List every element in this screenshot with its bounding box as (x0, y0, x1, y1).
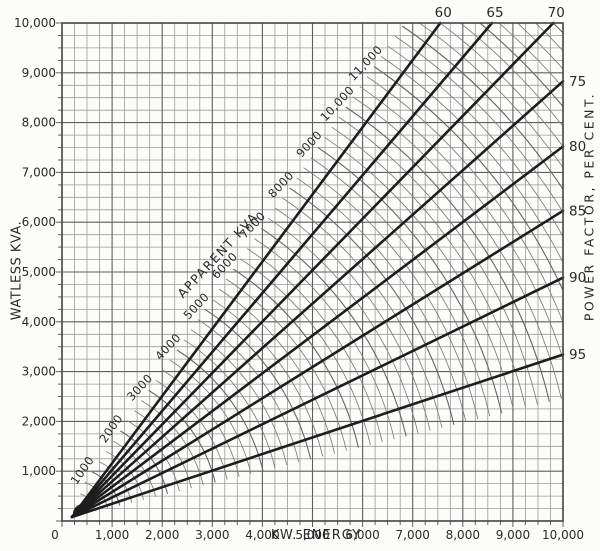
kva-arc-5750 (225, 278, 347, 451)
kva-arc-9000 (317, 146, 503, 414)
x-tick-label: 2,000 (145, 528, 179, 542)
x-axis-title: KW. ENERGY (270, 528, 362, 543)
right-axis-title: POWER FACTOR, PER CENT. (581, 91, 597, 322)
y-tick-label: 10,000 (14, 16, 56, 30)
y-tick-label: 4,000 (22, 315, 56, 329)
kva-arc-12250 (418, 23, 563, 169)
y-tick-label: 8,000 (22, 116, 56, 130)
kva-arc-4750 (197, 319, 300, 463)
pf-label-95: 95 (569, 347, 586, 363)
pf-label-70: 70 (548, 5, 565, 21)
pf-line-60 (70, 21, 442, 519)
x-axis-tick-labels: 0 1,000 2,000 3,000 4,000 5,000 6,000 7,000 8,00… (51, 528, 584, 542)
y-axis-tick-labels: 1,000 2,000 3,000 4,000 5,000 6,000 7,000 8,000… (14, 16, 56, 478)
kva-arc-9250 (324, 136, 515, 411)
kva-arc-8000 (289, 187, 455, 425)
kva-arc-10500 (359, 86, 563, 361)
x-tick-label: 6,000 (345, 528, 379, 542)
kva-arc-8500 (303, 167, 479, 420)
x-tick-label: 1,000 (95, 528, 129, 542)
power-factor-labels: 60 65 70 75 80 85 90 95 (435, 5, 587, 363)
y-tick-label: 6,000 (22, 215, 56, 229)
pf-line-85 (70, 209, 565, 519)
x-tick-label: 4,000 (245, 528, 279, 542)
kva-arc-7250 (268, 217, 419, 434)
kva-arc-10250 (352, 96, 562, 399)
kva-arc-11000 (373, 66, 563, 293)
x-tick-label: 3,000 (195, 528, 229, 542)
kva-arc-12750 (459, 23, 563, 128)
pf-label-90: 90 (569, 270, 586, 286)
kva-arc-7750 (282, 197, 443, 428)
kva-arc-4000 (176, 349, 264, 472)
y-tick-label: 2,000 (22, 414, 56, 428)
kva-arc-11500 (387, 45, 563, 238)
x-tick-label: 7,000 (396, 528, 430, 542)
kva-arc-12500 (439, 23, 563, 148)
pf-label-65: 65 (486, 5, 503, 21)
kva-arc-6750 (254, 238, 395, 440)
pf-line-90 (70, 276, 565, 519)
x-tick-label: 5,000 (295, 528, 329, 542)
power-factor-lines (70, 21, 565, 519)
pf-label-60: 60 (435, 5, 452, 21)
pf-label-75: 75 (569, 74, 586, 90)
pf-line-80 (70, 145, 565, 519)
kva-arc-6250 (239, 258, 371, 445)
kva-arc-13000 (478, 23, 563, 108)
kva-arc-10750 (366, 76, 563, 324)
kva-arc-4250 (183, 339, 276, 469)
pf-line-70 (70, 21, 555, 519)
x-tick-label: 8,000 (446, 528, 480, 542)
kva-arc-9750 (338, 116, 538, 405)
kva-arc-5000 (204, 308, 312, 460)
y-tick-label: 5,000 (22, 265, 56, 279)
pf-label-80: 80 (569, 139, 586, 155)
y-axis-title: WATLESS KVA. (9, 220, 25, 321)
pf-line-75 (70, 80, 565, 519)
kva-arc-7000 (260, 227, 407, 437)
origin-blob (73, 503, 87, 517)
kva-arc-4500 (190, 329, 288, 466)
apparent-kva-arcs (80, 23, 563, 512)
kva-arc-8750 (310, 157, 491, 417)
kva-arc-6500 (247, 248, 383, 443)
kva-arc-8250 (296, 177, 467, 422)
y-tick-label: 3,000 (22, 365, 56, 379)
kva-arc-5250 (211, 298, 324, 457)
y-tick-label: 1,000 (22, 464, 56, 478)
y-tick-label: 9,000 (22, 66, 56, 80)
kva-arc-7500 (275, 207, 431, 431)
y-tick-label: 7,000 (22, 165, 56, 179)
kva-arc-12000 (401, 25, 563, 191)
x-tick-label: 9,000 (496, 528, 530, 542)
x-tick-label: 0 (51, 528, 59, 542)
x-tick-label: 10,000 (542, 528, 584, 542)
kva-arc-5500 (218, 288, 336, 454)
pf-line-95 (70, 353, 565, 519)
kva-arc-6000 (232, 268, 360, 448)
pf-line-65 (70, 21, 494, 519)
kva-arc-11750 (394, 35, 563, 214)
plot-border (61, 22, 564, 522)
pf-label-85: 85 (569, 203, 586, 219)
kva-arc-11250 (380, 56, 563, 264)
kva-arc-9500 (331, 126, 527, 408)
kva-arc-10000 (345, 106, 550, 402)
